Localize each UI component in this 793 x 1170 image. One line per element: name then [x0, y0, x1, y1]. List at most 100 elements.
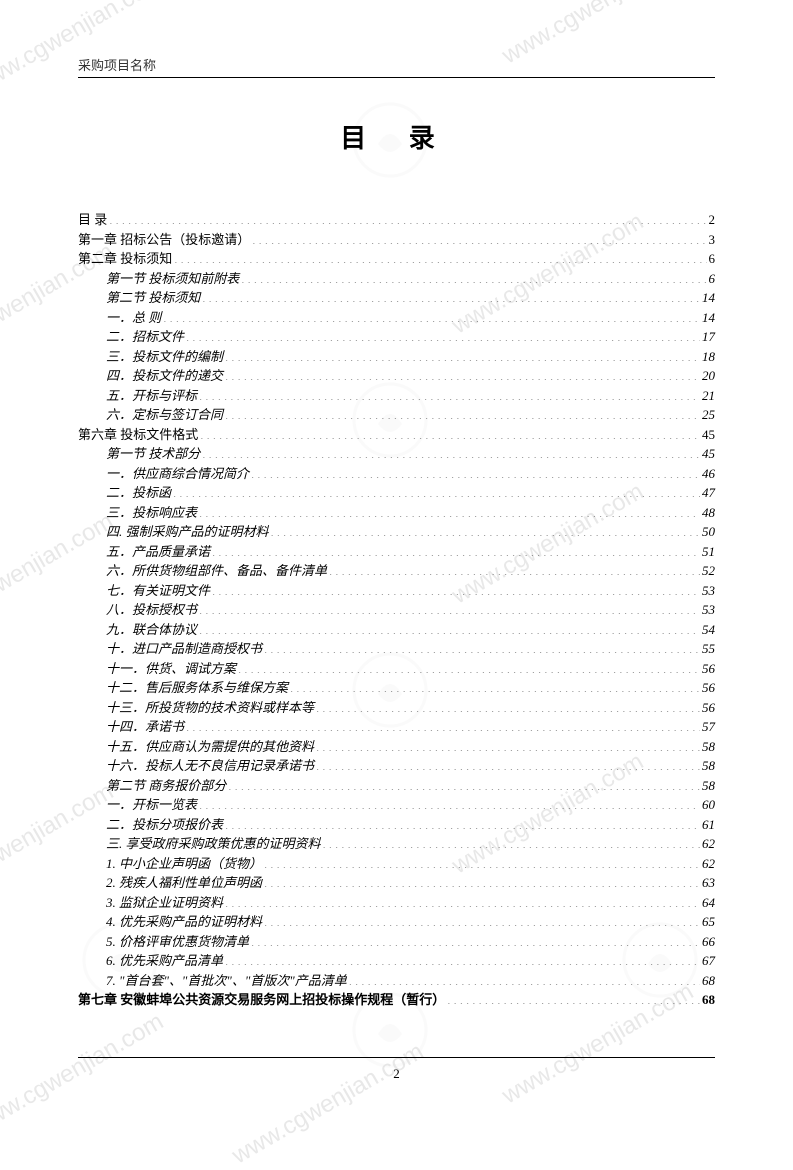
- toc-dots: [264, 855, 700, 868]
- toc-entry: 十六．投标人无不良信用记录承诺书58: [78, 756, 715, 776]
- toc-dots: [264, 913, 700, 926]
- toc-dots: [199, 601, 700, 614]
- toc-entry: 二．投标分项报价表61: [78, 815, 715, 835]
- page-content: 采购项目名称 目 录 目 录2第一章 招标公告（投标邀请）3第二章 投标须知6第…: [0, 0, 793, 1010]
- toc-dots: [264, 874, 700, 887]
- toc-entry-text: 第二节 商务报价部分: [106, 776, 226, 796]
- toc-entry-text: 三．投标响应表: [106, 503, 197, 523]
- toc-entry: 九．联合体协议54: [78, 620, 715, 640]
- toc-entry-text: 7. "首台套"、"首批次"、"首版次"产品清单: [106, 971, 347, 991]
- toc-dots: [225, 406, 700, 419]
- toc-entry-text: 十五．供应商认为需提供的其他资料: [106, 737, 314, 757]
- toc-entry-text: 二．招标文件: [106, 327, 184, 347]
- toc-entry: 六．定标与签订合同 25: [78, 405, 715, 425]
- toc-entry-page: 18: [702, 347, 715, 367]
- toc-entry-page: 61: [702, 815, 715, 835]
- toc-dots: [228, 777, 700, 790]
- toc-entry: 三．投标文件的编制18: [78, 347, 715, 367]
- toc-entry: 四. 强制采购产品的证明材料50: [78, 522, 715, 542]
- toc-entry-text: 三. 享受政府采购政策优惠的证明资料: [106, 834, 321, 854]
- toc-entry: 第七章 安徽蚌埠公共资源交易服务网上招投标操作规程（暂行） 68: [78, 990, 715, 1010]
- toc-dots: [264, 640, 700, 653]
- toc-entry: 十三．所投货物的技术资料或样本等56: [78, 698, 715, 718]
- toc-entry: 八．投标授权书53: [78, 600, 715, 620]
- toc-entry-text: 七．有关证明文件: [106, 581, 210, 601]
- toc-entry-page: 46: [702, 464, 715, 484]
- toc-entry-text: 十一．供货、调试方案: [106, 659, 236, 679]
- toc-dots: [329, 562, 700, 575]
- toc-entry-page: 60: [702, 795, 715, 815]
- toc-entry: 第二节 投标须知14: [78, 288, 715, 308]
- toc-entry: 4. 优先采购产品的证明材料 65: [78, 912, 715, 932]
- toc-entry-page: 52: [702, 561, 715, 581]
- toc-entry-text: 第一节 技术部分: [106, 444, 200, 464]
- toc-dots: [316, 757, 700, 770]
- toc-entry: 四．投标文件的递交 20: [78, 366, 715, 386]
- toc-dots: [323, 835, 700, 848]
- toc-entry-text: 十二．售后服务体系与维保方案: [106, 678, 288, 698]
- toc-dots: [202, 289, 700, 302]
- toc-dots: [290, 679, 700, 692]
- toc-dots: [316, 738, 700, 751]
- toc-entry-text: 第七章 安徽蚌埠公共资源交易服务网上招投标操作规程（暂行）: [78, 990, 445, 1010]
- page-title: 目 录: [78, 118, 715, 155]
- toc-entry-page: 58: [702, 756, 715, 776]
- toc-entry-text: 5. 价格评审优惠货物清单: [106, 932, 249, 952]
- toc-entry: 3. 监狱企业证明资料64: [78, 893, 715, 913]
- toc-entry-text: 第二章 投标须知: [78, 249, 172, 269]
- toc-entry: 十五．供应商认为需提供的其他资料58: [78, 737, 715, 757]
- toc-entry: 第二节 商务报价部分58: [78, 776, 715, 796]
- toc-entry: 七．有关证明文件 53: [78, 581, 715, 601]
- toc-dots: [241, 270, 706, 283]
- toc-entry: 目 录 2: [78, 210, 715, 230]
- toc-entry-page: 25: [702, 405, 715, 425]
- toc-entry-text: 五．产品质量承诺: [106, 542, 210, 562]
- toc-dots: [186, 718, 700, 731]
- toc-dots: [271, 523, 700, 536]
- toc-entry-text: 目 录: [78, 210, 107, 230]
- toc-dots: [173, 484, 700, 497]
- toc-entry-page: 2: [709, 210, 716, 230]
- toc-entry-text: 4. 优先采购产品的证明材料: [106, 912, 262, 932]
- toc-dots: [212, 543, 700, 556]
- toc-entry-page: 62: [702, 834, 715, 854]
- toc-entry: 十．进口产品制造商授权书55: [78, 639, 715, 659]
- toc-entry: 十二．售后服务体系与维保方案56: [78, 678, 715, 698]
- toc-entry-page: 54: [702, 620, 715, 640]
- toc-entry-page: 53: [702, 581, 715, 601]
- toc-entry-page: 64: [702, 893, 715, 913]
- toc-entry: 二．招标文件 17: [78, 327, 715, 347]
- header-label: 采购项目名称: [78, 55, 715, 74]
- toc-dots: [316, 699, 700, 712]
- toc-entry-page: 66: [702, 932, 715, 952]
- toc-dots: [251, 933, 700, 946]
- toc-dots: [225, 348, 700, 361]
- toc-entry-page: 53: [702, 600, 715, 620]
- toc-entry-page: 65: [702, 912, 715, 932]
- toc-entry-text: 一．开标一览表: [106, 795, 197, 815]
- toc-entry: 第二章 投标须知6: [78, 249, 715, 269]
- toc-entry-page: 57: [702, 717, 715, 737]
- toc-entry-page: 63: [702, 873, 715, 893]
- toc-dots: [199, 504, 700, 517]
- toc-entry-text: 第一节 投标须知前附表: [106, 269, 239, 289]
- toc-entry-page: 56: [702, 659, 715, 679]
- toc-dots: [225, 816, 700, 829]
- toc-entry-text: 四．投标文件的递交: [106, 366, 223, 386]
- toc-dots: [225, 952, 700, 965]
- toc-entry-page: 17: [702, 327, 715, 347]
- toc-dots: [212, 582, 700, 595]
- toc-entry-page: 45: [702, 425, 715, 445]
- toc-entry-text: 十四．承诺书: [106, 717, 184, 737]
- toc-dots: [199, 796, 700, 809]
- toc-entry: 第一章 招标公告（投标邀请）3: [78, 230, 715, 250]
- toc-entry-text: 六．定标与签订合同: [106, 405, 223, 425]
- toc-entry: 2. 残疾人福利性单位声明函63: [78, 873, 715, 893]
- toc-entry: 二．投标函47: [78, 483, 715, 503]
- toc-entry-page: 68: [702, 990, 715, 1010]
- toc-entry: 第一节 投标须知前附表 6: [78, 269, 715, 289]
- toc-entry-page: 20: [702, 366, 715, 386]
- toc-dots: [251, 465, 700, 478]
- toc-entry-page: 6: [709, 269, 716, 289]
- toc-entry-text: 6. 优先采购产品清单: [106, 951, 223, 971]
